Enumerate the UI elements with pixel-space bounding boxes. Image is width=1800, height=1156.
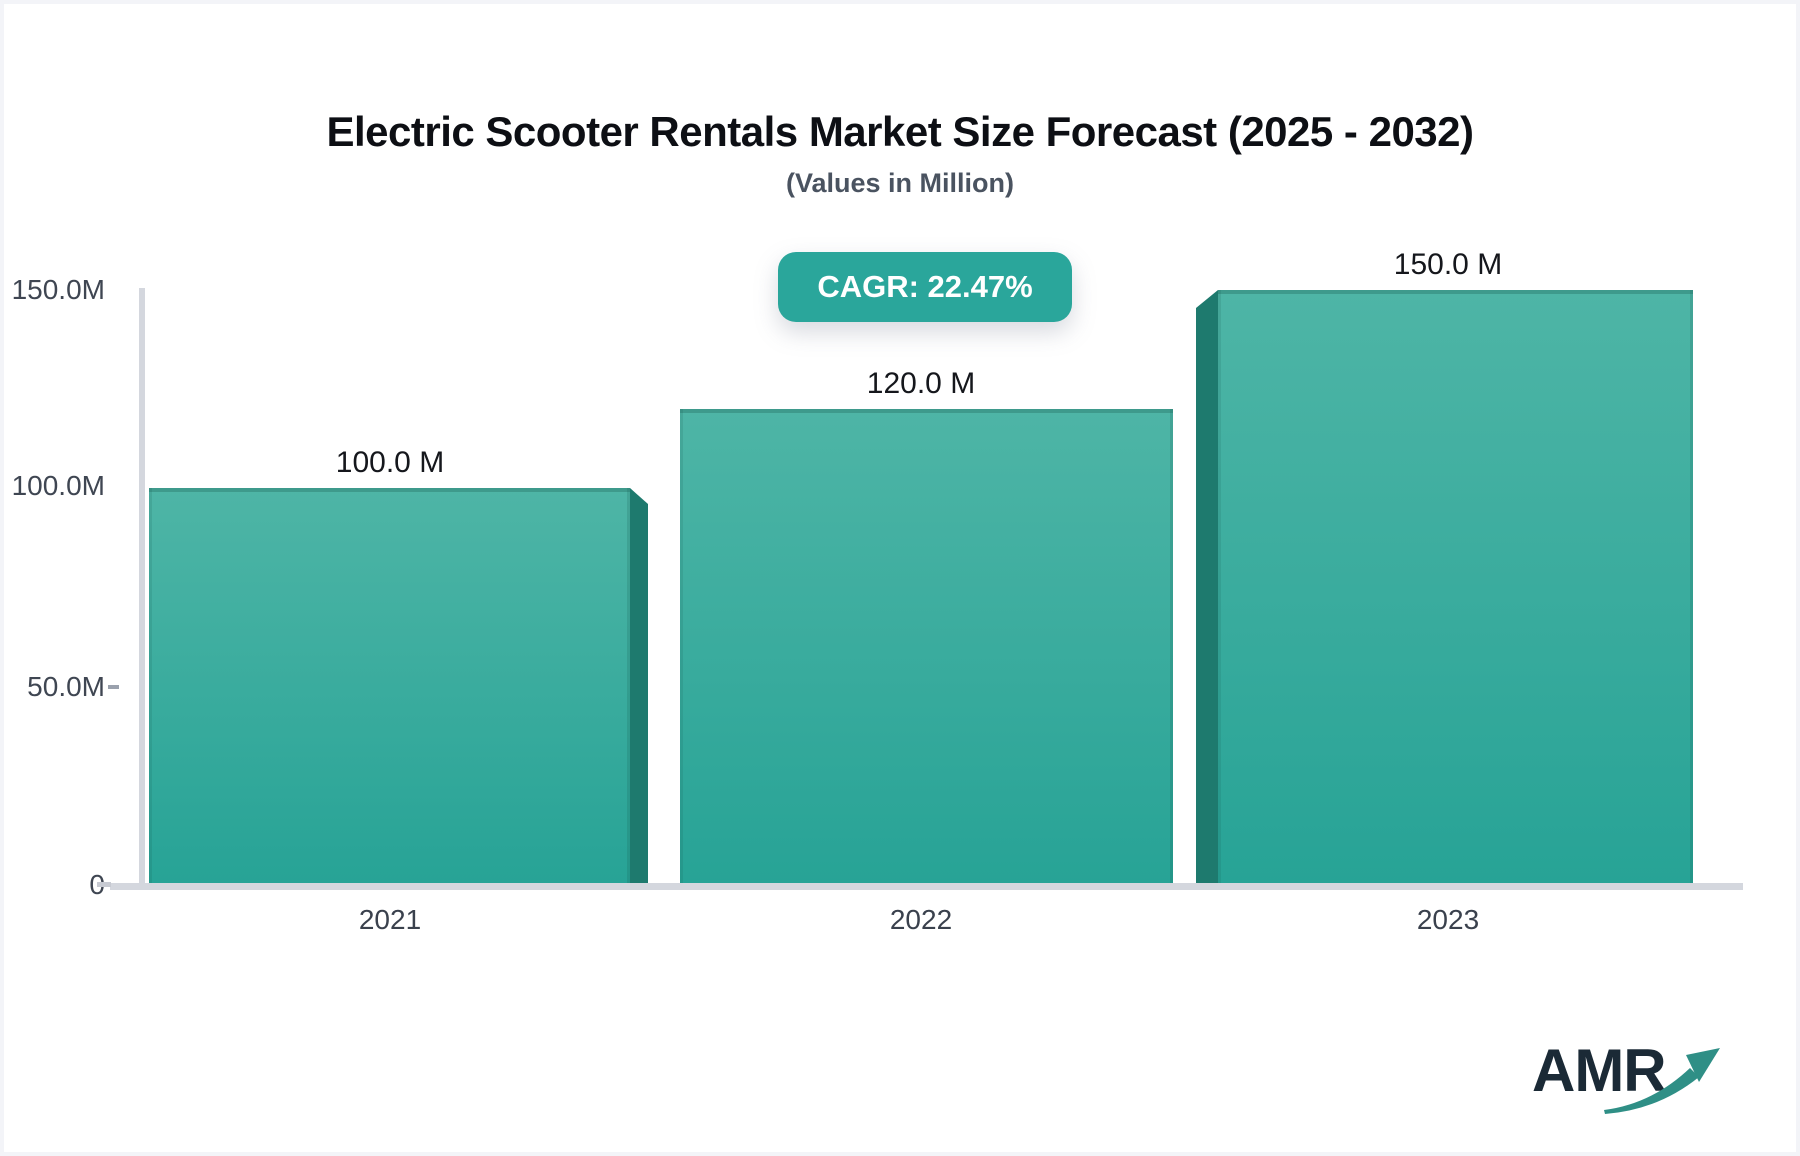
brand-logo: AMR xyxy=(1532,1036,1732,1126)
brand-logo-text: AMR xyxy=(1532,1037,1667,1104)
bar-side-shadow-2021 xyxy=(630,488,648,883)
bar-value-label-2023: 150.0 M xyxy=(1393,248,1503,281)
y-axis-line xyxy=(139,288,145,885)
bar-side-shadow-2023 xyxy=(1196,290,1218,883)
chart-title: Electric Scooter Rentals Market Size For… xyxy=(326,108,1474,155)
x-axis-label-2021: 2021 xyxy=(358,904,422,935)
cagr-badge-label: CAGR: 22.47% xyxy=(817,269,1033,304)
x-axis-label-2023: 2023 xyxy=(1416,904,1480,935)
x-axis-line xyxy=(110,883,1743,890)
y-axis-label-150: 150.0M xyxy=(11,274,105,305)
cagr-badge: CAGR: 22.47% xyxy=(778,252,1072,322)
chart-subtitle: (Values in Million) xyxy=(785,168,1015,198)
brand-arrow-icon xyxy=(1604,1048,1720,1114)
bar-2021[interactable] xyxy=(149,488,630,883)
y-axis-label-0: 0 xyxy=(0,868,105,902)
bar-value-label-2022: 120.0 M xyxy=(866,367,976,400)
y-axis-tick-0 xyxy=(97,882,111,887)
bar-2022[interactable] xyxy=(680,409,1173,883)
bar-value-label-2021: 100.0 M xyxy=(335,446,445,479)
y-axis-label-100: 100.0M xyxy=(11,470,105,501)
y-axis-tick-50 xyxy=(108,685,119,689)
bar-2023[interactable] xyxy=(1218,290,1693,883)
x-axis-label-2022: 2022 xyxy=(889,904,953,935)
y-axis-label-50: 50.0M xyxy=(27,671,105,702)
